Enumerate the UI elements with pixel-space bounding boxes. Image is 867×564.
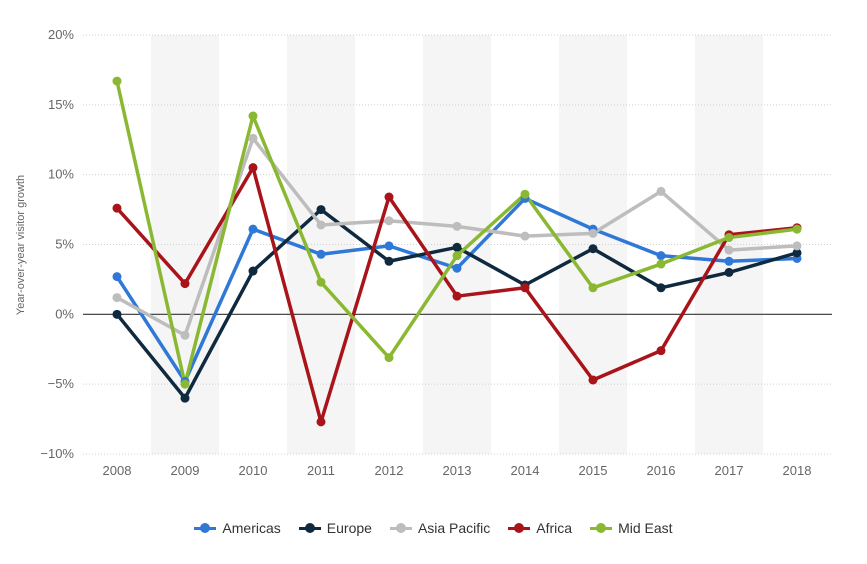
data-point-mid-east[interactable] xyxy=(452,251,462,261)
legend-label: Americas xyxy=(222,520,281,536)
data-point-asia-pacific[interactable] xyxy=(520,231,530,241)
series-points xyxy=(112,76,802,427)
data-point-africa[interactable] xyxy=(180,279,190,289)
data-point-americas[interactable] xyxy=(248,224,258,234)
x-tick-label: 2011 xyxy=(307,463,335,478)
data-point-europe[interactable] xyxy=(452,242,462,252)
data-point-asia-pacific[interactable] xyxy=(248,133,258,143)
points-mid-east xyxy=(112,76,802,389)
data-point-americas[interactable] xyxy=(452,263,462,273)
y-tick-label: −10% xyxy=(40,446,74,461)
x-tick-label: 2016 xyxy=(647,463,676,478)
legend-item-africa[interactable]: Africa xyxy=(508,520,572,536)
data-point-americas[interactable] xyxy=(724,256,734,266)
legend-item-americas[interactable]: Americas xyxy=(194,520,281,536)
legend-marker-icon xyxy=(194,522,217,534)
x-tick-label: 2014 xyxy=(511,463,540,478)
y-tick-label: 15% xyxy=(48,97,74,112)
data-point-mid-east[interactable] xyxy=(112,76,122,86)
data-point-africa[interactable] xyxy=(588,375,598,385)
data-point-asia-pacific[interactable] xyxy=(316,220,326,230)
data-point-mid-east[interactable] xyxy=(316,277,326,287)
points-europe xyxy=(112,205,802,403)
data-point-americas[interactable] xyxy=(384,241,394,251)
legend-label: Africa xyxy=(536,520,573,536)
data-point-asia-pacific[interactable] xyxy=(656,186,666,196)
data-point-africa[interactable] xyxy=(112,203,122,213)
legend-item-asia-pacific[interactable]: Asia Pacific xyxy=(389,520,491,536)
data-point-mid-east[interactable] xyxy=(588,283,598,293)
x-tick-label: 2012 xyxy=(375,463,404,478)
data-point-mid-east[interactable] xyxy=(384,353,394,363)
data-point-asia-pacific[interactable] xyxy=(792,241,802,251)
x-tick-label: 2008 xyxy=(103,463,132,478)
legend: Americas Europe Asia Pacific Africa Mid East xyxy=(0,520,867,536)
data-point-europe[interactable] xyxy=(792,248,802,258)
y-axis-label: Year-over-year visitor growth xyxy=(15,175,27,315)
data-point-europe[interactable] xyxy=(112,309,122,319)
y-tick-label: 10% xyxy=(48,167,74,182)
x-tick-label: 2010 xyxy=(239,463,268,478)
legend-marker-icon xyxy=(389,522,412,534)
data-point-africa[interactable] xyxy=(656,346,666,356)
data-point-europe[interactable] xyxy=(384,256,394,266)
data-point-africa[interactable] xyxy=(452,291,462,301)
data-point-europe[interactable] xyxy=(656,283,666,293)
data-point-americas[interactable] xyxy=(656,251,666,261)
data-point-mid-east[interactable] xyxy=(792,224,802,234)
data-point-africa[interactable] xyxy=(316,417,326,427)
data-point-africa[interactable] xyxy=(248,163,258,173)
legend-label: Asia Pacific xyxy=(417,520,491,536)
data-point-mid-east[interactable] xyxy=(180,379,190,389)
y-tick-label: 0% xyxy=(55,306,74,321)
legend-marker-icon xyxy=(508,522,531,534)
points-asia-pacific xyxy=(112,133,802,340)
legend-label: Mid East xyxy=(618,520,673,536)
data-point-europe[interactable] xyxy=(248,266,258,276)
data-point-asia-pacific[interactable] xyxy=(112,293,122,303)
data-point-mid-east[interactable] xyxy=(656,259,666,269)
legend-label: Europe xyxy=(326,520,372,536)
data-point-asia-pacific[interactable] xyxy=(588,228,598,238)
data-point-asia-pacific[interactable] xyxy=(180,330,190,340)
legend-item-europe[interactable]: Europe xyxy=(298,520,372,536)
data-point-asia-pacific[interactable] xyxy=(384,216,394,226)
data-point-americas[interactable] xyxy=(112,272,122,282)
y-tick-label: 20% xyxy=(48,27,74,42)
line-chart: −10% −5% 0% 5% 10% 15% 20% 2008 2009 2010 2011 201… xyxy=(15,27,832,478)
x-tick-label: 2013 xyxy=(443,463,472,478)
data-point-americas[interactable] xyxy=(316,249,326,259)
data-point-europe[interactable] xyxy=(316,205,326,215)
data-point-europe[interactable] xyxy=(588,244,598,254)
data-point-mid-east[interactable] xyxy=(520,189,530,199)
data-point-africa[interactable] xyxy=(520,283,530,293)
data-point-mid-east[interactable] xyxy=(724,233,734,243)
x-tick-label: 2015 xyxy=(579,463,608,478)
data-point-africa[interactable] xyxy=(384,192,394,202)
y-tick-label: −5% xyxy=(48,376,75,391)
data-point-mid-east[interactable] xyxy=(248,111,258,121)
legend-marker-icon xyxy=(298,522,321,534)
legend-item-mid-east[interactable]: Mid East xyxy=(590,520,673,536)
y-tick-label: 5% xyxy=(55,237,74,252)
legend-marker-icon xyxy=(590,522,613,534)
x-tick-label: 2018 xyxy=(783,463,812,478)
data-point-asia-pacific[interactable] xyxy=(452,221,462,231)
data-point-asia-pacific[interactable] xyxy=(724,245,734,255)
x-tick-label: 2009 xyxy=(171,463,200,478)
x-tick-labels: 2008 2009 2010 2011 2012 2013 2014 2015 2016 2017… xyxy=(103,463,812,478)
x-tick-label: 2017 xyxy=(715,463,744,478)
data-point-europe[interactable] xyxy=(180,393,190,403)
y-tick-labels: −10% −5% 0% 5% 10% 15% 20% xyxy=(40,27,74,461)
data-point-europe[interactable] xyxy=(724,267,734,277)
